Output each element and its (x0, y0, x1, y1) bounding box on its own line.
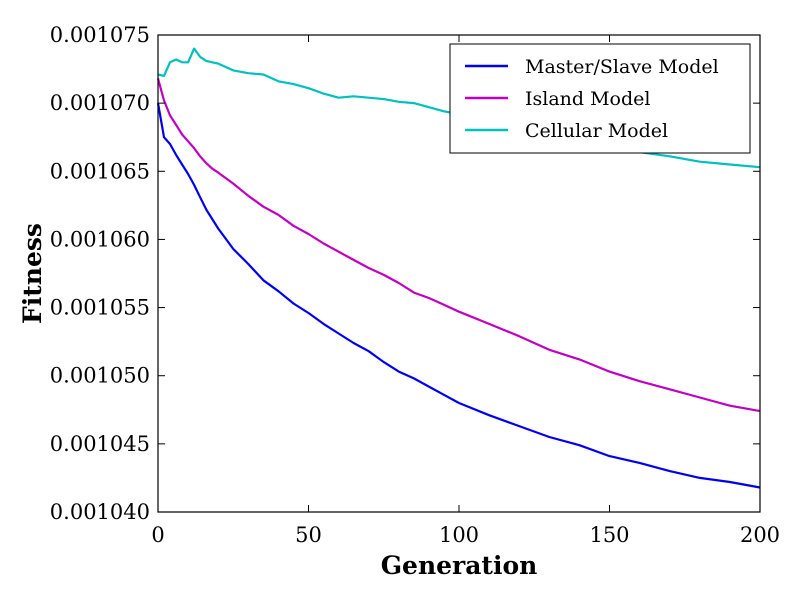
x-tick-label: 50 (295, 523, 322, 547)
y-axis-label: Fitness (18, 223, 47, 324)
legend: Master/Slave Model Island Model Cellular… (449, 43, 751, 154)
x-axis-label: Generation (381, 551, 538, 580)
y-tick-label: 0.001075 (50, 23, 150, 47)
x-tick-label: 200 (740, 523, 780, 547)
x-tick-label: 150 (589, 523, 629, 547)
y-tick-label: 0.001055 (50, 296, 150, 320)
x-tick-label: 0 (151, 523, 164, 547)
y-tick-label: 0.001050 (50, 364, 150, 388)
y-tick-label: 0.001040 (50, 500, 150, 524)
ticks-layer: 0 50 100 150 200 0.001040 0.001045 0.001050 0.00… (50, 23, 780, 547)
series-line-master-slave (156, 102, 761, 489)
legend-label-master-slave: Master/Slave Model (525, 56, 719, 78)
plot-frame (157, 34, 761, 513)
y-tick-label: 0.001065 (50, 159, 150, 183)
y-tick-label: 0.001060 (50, 227, 150, 251)
y-tick-label: 0.001045 (50, 432, 150, 456)
x-tick-label: 100 (439, 523, 479, 547)
legend-label-cellular: Cellular Model (525, 120, 668, 142)
legend-label-island: Island Model (525, 88, 650, 110)
y-tick-label: 0.001070 (50, 91, 150, 115)
series-line-island (156, 78, 761, 413)
